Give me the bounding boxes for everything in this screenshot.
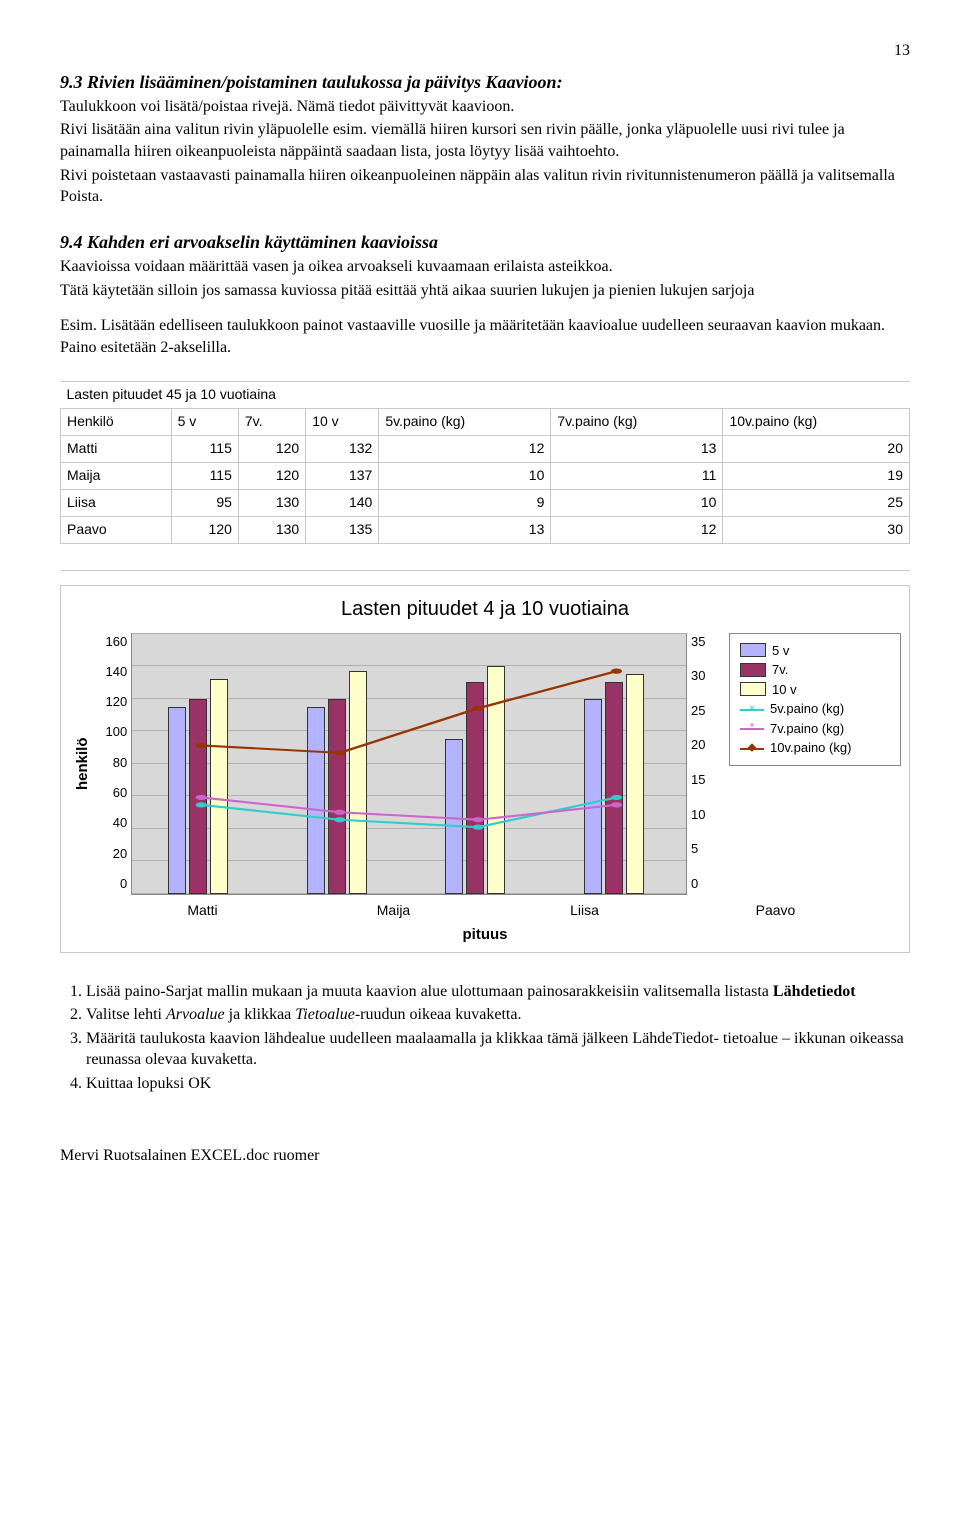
table-cell: 30 — [723, 516, 910, 543]
table-row: Paavo120130135131230 — [61, 516, 910, 543]
table-cell: 115 — [171, 462, 238, 489]
steps-list: Lisää paino-Sarjat mallin mukaan ja muut… — [60, 981, 910, 1095]
table-row: Maija115120137101119 — [61, 462, 910, 489]
table-cell: 13 — [379, 516, 551, 543]
table-cell: 10 — [551, 489, 723, 516]
section-9-4: 9.4 Kahden eri arvoakselin käyttäminen k… — [60, 230, 910, 359]
table-cell: 140 — [306, 489, 379, 516]
table-cell: 132 — [306, 435, 379, 462]
legend-item: 5 v — [740, 642, 890, 660]
table-cell: 20 — [723, 435, 910, 462]
step-item: Kuittaa lopuksi OK — [86, 1073, 910, 1095]
legend-swatch — [740, 682, 766, 696]
x-tick-label: Liisa — [489, 895, 680, 920]
table-cell: Maija — [61, 462, 172, 489]
table-header: 5v.paino (kg) — [379, 408, 551, 435]
page-number: 13 — [60, 40, 910, 62]
table-header: 7v. — [238, 408, 305, 435]
table-cell: 120 — [238, 435, 305, 462]
section-9-3: 9.3 Rivien lisääminen/poistaminen tauluk… — [60, 70, 910, 208]
footer: Mervi Ruotsalainen EXCEL.doc ruomer — [60, 1145, 910, 1167]
y1-ticks: 160140120100806040200 — [93, 633, 131, 893]
x-tick-label: Paavo — [680, 895, 871, 920]
legend-item: 10 v — [740, 681, 890, 699]
table-cell: 19 — [723, 462, 910, 489]
chart-title: Lasten pituudet 4 ja 10 vuotiaina — [69, 596, 901, 623]
table-cell: 13 — [551, 435, 723, 462]
section-9-3-p3: Rivi poistetaan vastaavasti painamalla h… — [60, 165, 910, 208]
section-9-4-p1: Kaavioissa voidaan määrittää vasen ja oi… — [60, 256, 910, 278]
section-9-3-p1: Taulukkoon voi lisätä/poistaa rivejä. Nä… — [60, 96, 910, 118]
spreadsheet-table: Lasten pituudet 45 ja 10 vuotiainaHenkil… — [60, 381, 910, 571]
table-cell: Matti — [61, 435, 172, 462]
table-header: 10v.paino (kg) — [723, 408, 910, 435]
x-labels: MattiMaijaLiisaPaavo — [107, 895, 871, 920]
plot-area — [131, 633, 687, 895]
chart: Lasten pituudet 4 ja 10 vuotiaina henkil… — [60, 585, 910, 953]
table-header: 7v.paino (kg) — [551, 408, 723, 435]
table-row: Liisa9513014091025 — [61, 489, 910, 516]
table-header: 10 v — [306, 408, 379, 435]
x-axis-label: pituus — [69, 925, 901, 945]
table-cell: Liisa — [61, 489, 172, 516]
table-cell: 135 — [306, 516, 379, 543]
table-cell: 11 — [551, 462, 723, 489]
table-header: Henkilö — [61, 408, 172, 435]
table-cell: Paavo — [61, 516, 172, 543]
section-9-3-heading: 9.3 Rivien lisääminen/poistaminen tauluk… — [60, 70, 910, 94]
table-cell: 25 — [723, 489, 910, 516]
x-tick-label: Matti — [107, 895, 298, 920]
legend-item: ×5v.paino (kg) — [740, 700, 890, 718]
legend-swatch — [740, 663, 766, 677]
step-item: Määritä taulukosta kaavion lähdealue uud… — [86, 1028, 910, 1071]
section-9-4-p2: Tätä käytetään silloin jos samassa kuvio… — [60, 280, 910, 302]
table-title: Lasten pituudet 45 ja 10 vuotiaina — [61, 381, 910, 408]
table-cell: 9 — [379, 489, 551, 516]
table-cell: 95 — [171, 489, 238, 516]
legend-line-swatch: × — [740, 704, 764, 714]
legend-swatch — [740, 643, 766, 657]
table-cell: 10 — [379, 462, 551, 489]
table-cell: 12 — [551, 516, 723, 543]
table-cell: 130 — [238, 516, 305, 543]
legend-item: 7v. — [740, 661, 890, 679]
step-item: Lisää paino-Sarjat mallin mukaan ja muut… — [86, 981, 910, 1003]
table-cell: 130 — [238, 489, 305, 516]
section-9-4-p3: Esim. Lisätään edelliseen taulukkoon pai… — [60, 315, 910, 358]
table-cell: 12 — [379, 435, 551, 462]
table-cell: 137 — [306, 462, 379, 489]
section-9-3-p2: Rivi lisätään aina valitun rivin yläpuol… — [60, 119, 910, 162]
legend-line-swatch: * — [740, 723, 764, 733]
table-cell: 115 — [171, 435, 238, 462]
legend-item: ◆10v.paino (kg) — [740, 739, 890, 757]
legend-item: *7v.paino (kg) — [740, 720, 890, 738]
legend-line-swatch: ◆ — [740, 743, 764, 753]
table-cell: 120 — [171, 516, 238, 543]
table-header: 5 v — [171, 408, 238, 435]
y-axis-label: henkilö — [69, 633, 93, 895]
table-row: Matti115120132121320 — [61, 435, 910, 462]
x-tick-label: Maija — [298, 895, 489, 920]
legend: 5 v7v. 10 v×5v.paino (kg) *7v.paino (kg)◆1… — [729, 633, 901, 766]
y2-ticks: 35302520151050 — [687, 633, 721, 893]
step-item: Valitse lehti Arvoalue ja klikkaa Tietoa… — [86, 1004, 910, 1026]
table-cell: 120 — [238, 462, 305, 489]
section-9-4-heading: 9.4 Kahden eri arvoakselin käyttäminen k… — [60, 230, 910, 254]
